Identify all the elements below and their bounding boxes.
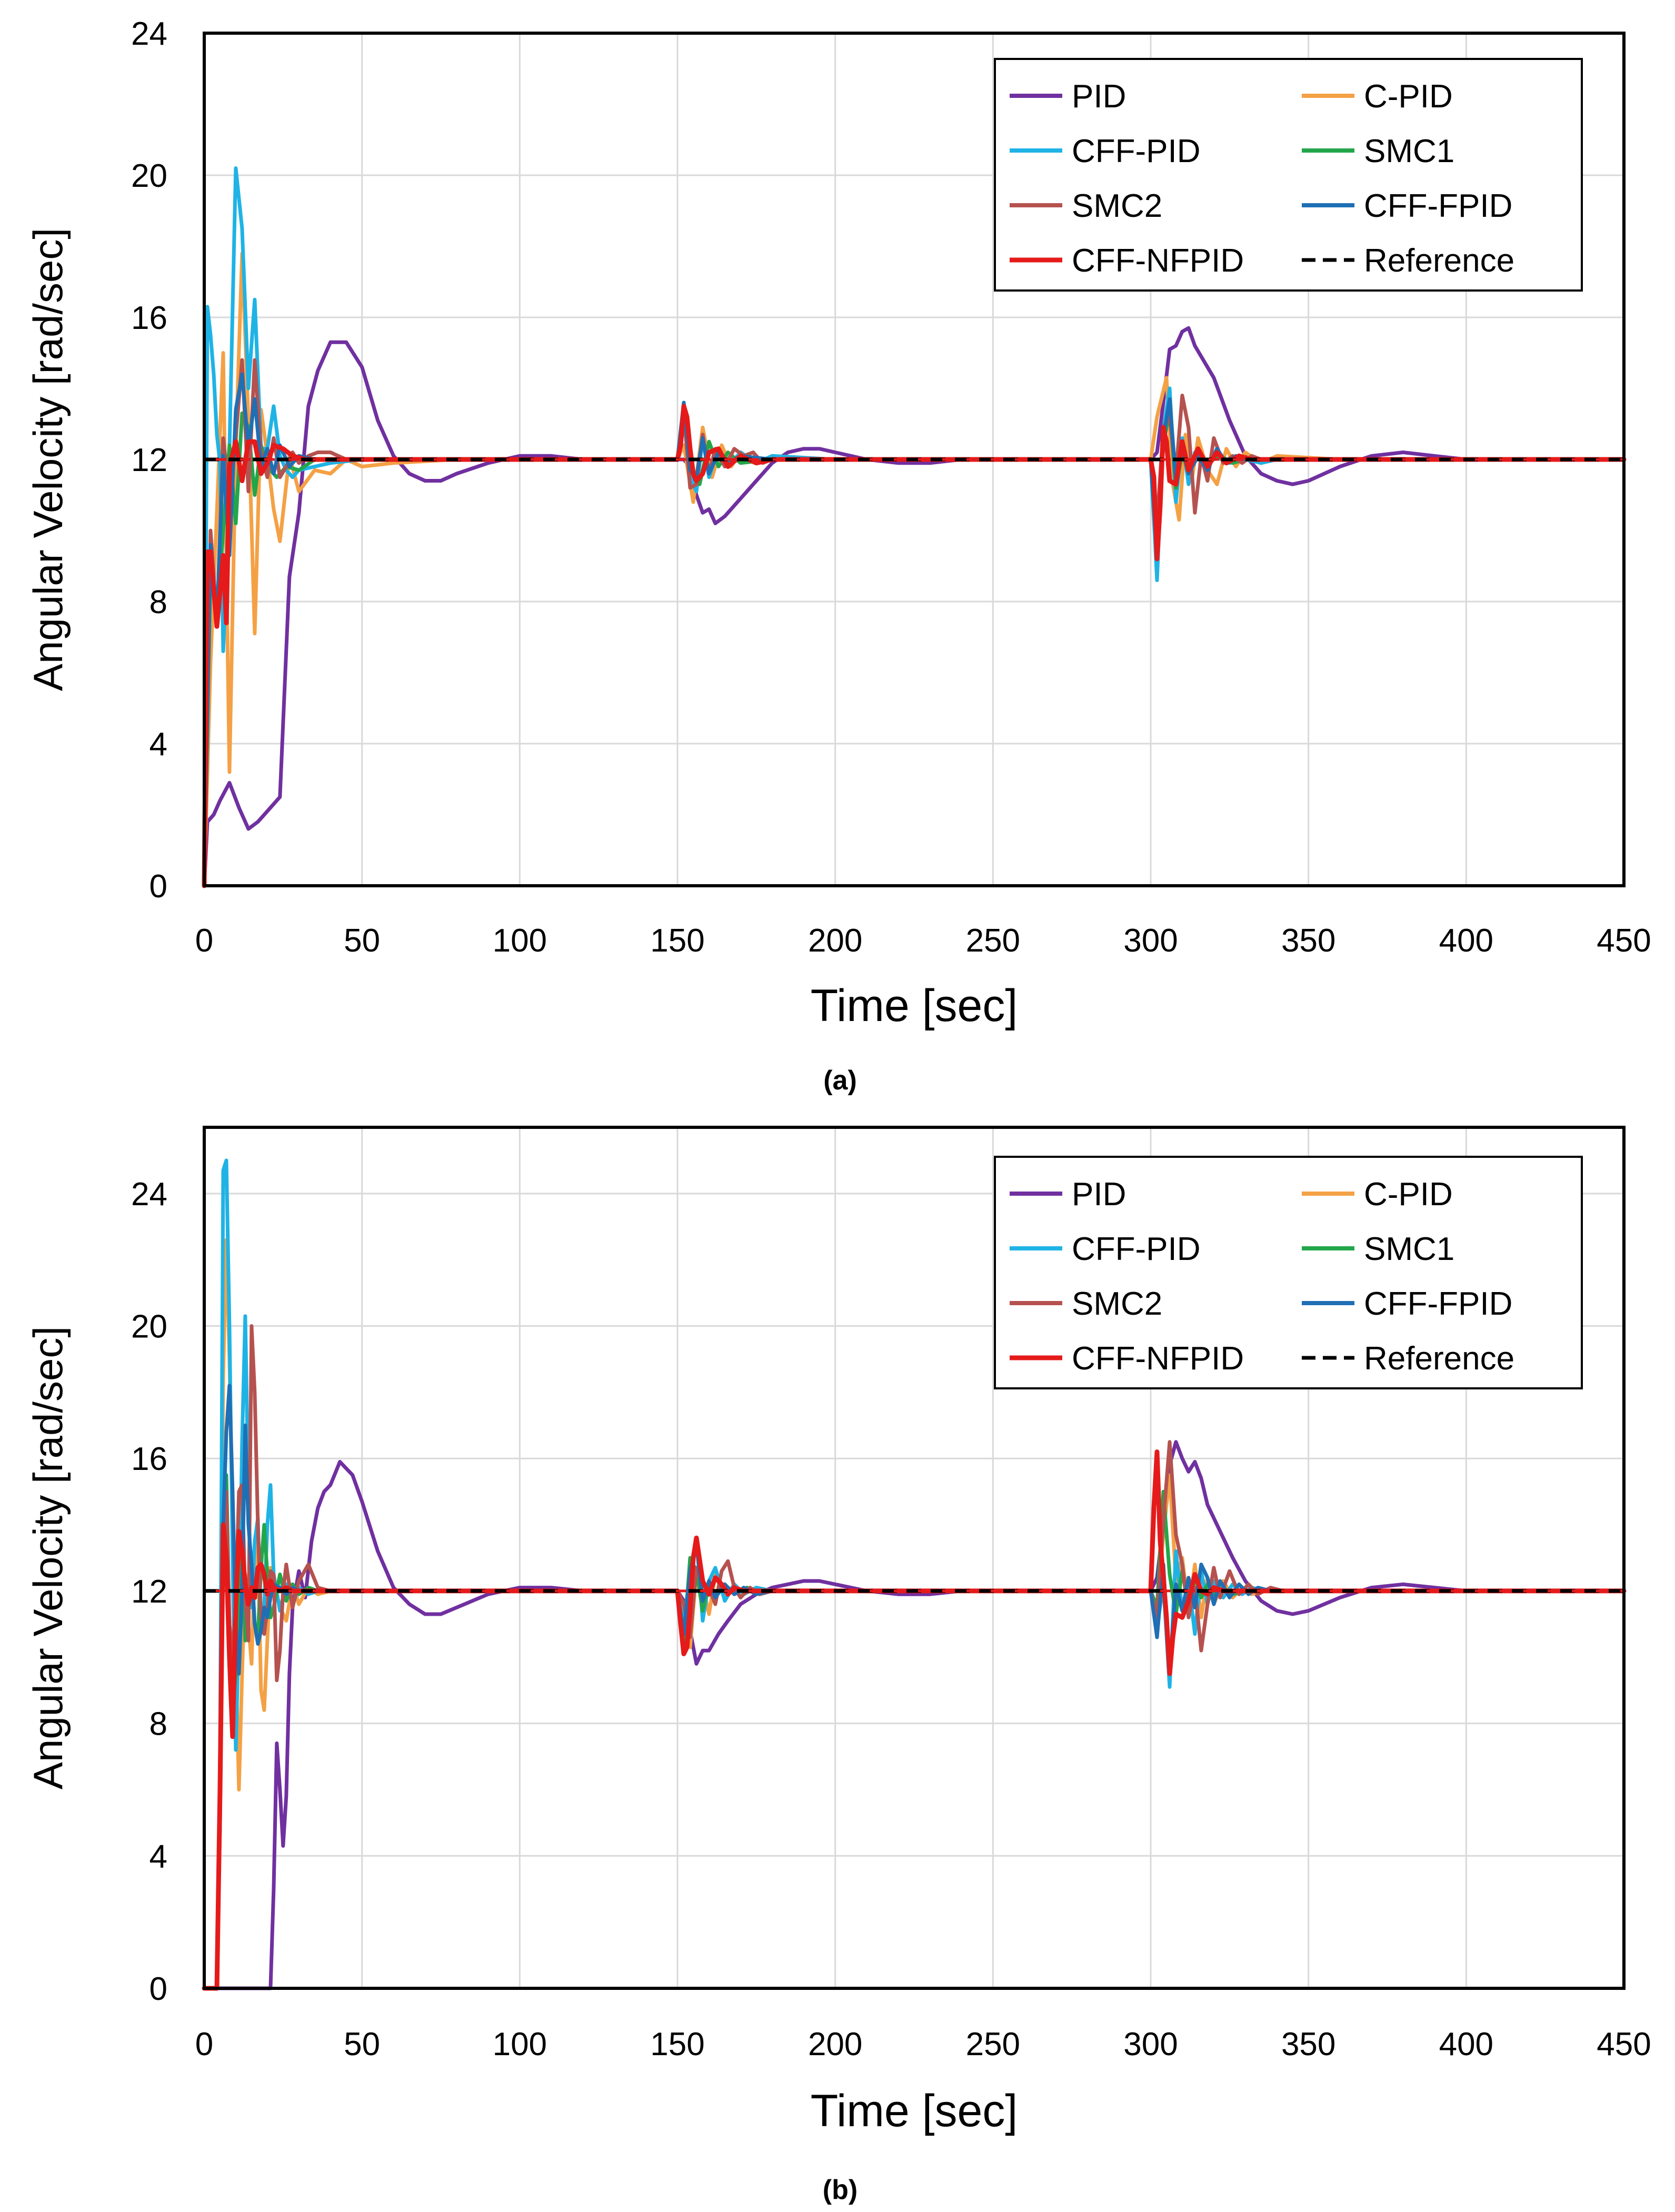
x-tick-label: 150 <box>650 923 704 959</box>
y-tick-label: 24 <box>131 16 167 52</box>
x-tick-label: 250 <box>966 923 1020 959</box>
y-tick-label: 20 <box>131 158 167 194</box>
x-tick-label: 0 <box>195 923 213 959</box>
legend: PID C-PID CFF-PID SMC1 SMC2 CFF-FPID CFF-NFPID… <box>994 1156 1583 1389</box>
x-tick-label: 300 <box>1123 923 1178 959</box>
series-line-smc2 <box>202 1324 1626 1990</box>
legend-label: CFF-NFPID <box>1072 243 1244 279</box>
legend-label: SMC1 <box>1364 1231 1454 1267</box>
chart-panel-b: 0 50 100 150 200 250 300 350 400 450 0 4 8 12 16 20 24 A… <box>0 1100 1675 2209</box>
x-tick-label: 0 <box>195 2026 213 2063</box>
legend-box <box>994 1156 1583 1389</box>
chart-svg-a: 0 50 100 150 200 250 300 350 400 450 0 4 8 12 16 20 24 A… <box>25 16 1651 1096</box>
y-axis-label: Angular Velocity [rad/sec] <box>25 1326 71 1789</box>
legend-label: PID <box>1072 78 1126 115</box>
x-tick-label: 100 <box>493 923 547 959</box>
legend-label: SMC2 <box>1072 188 1162 224</box>
x-tick-label: 350 <box>1281 923 1335 959</box>
plot-frame <box>203 1126 1626 1990</box>
legend-label: PID <box>1072 1176 1126 1213</box>
y-tick-label: 20 <box>131 1309 167 1345</box>
legend-label: CFF-FPID <box>1364 1286 1512 1322</box>
x-tick-label: 200 <box>808 2026 862 2063</box>
series-line-cff-nfpid <box>202 1449 1627 1991</box>
y-axis-label: Angular Velocity [rad/sec] <box>25 228 71 691</box>
legend: PID C-PID CFF-PID SMC1 SMC2 CFF-FPID CFF-NFPID… <box>994 58 1583 292</box>
series-line-smc1 <box>202 1473 1626 1990</box>
legend-label: C-PID <box>1364 1176 1453 1213</box>
legend-label: CFF-FPID <box>1364 188 1512 224</box>
x-tick-label: 200 <box>808 923 862 959</box>
x-tick-label: 250 <box>966 2026 1020 2063</box>
x-tick-label: 450 <box>1597 2026 1651 2063</box>
x-tick-label: 100 <box>493 2026 547 2063</box>
x-tick-label: 350 <box>1281 2026 1335 2063</box>
x-tick-label: 50 <box>344 2026 380 2063</box>
series-line-smc2 <box>202 358 1626 888</box>
legend-label: SMC1 <box>1364 133 1454 169</box>
series-line-c-pid <box>202 252 1626 888</box>
x-axis-label: Time [sec] <box>811 980 1018 1031</box>
y-tick-label: 24 <box>131 1176 167 1213</box>
y-tick-label: 16 <box>131 300 167 336</box>
x-tick-label: 450 <box>1597 923 1651 959</box>
x-axis-label: Time [sec] <box>811 2086 1018 2136</box>
legend-label: CFF-NFPID <box>1072 1340 1244 1377</box>
y-tick-label: 8 <box>149 1706 167 1743</box>
legend-label: CFF-PID <box>1072 1231 1201 1267</box>
chart-panel-a: 0 50 100 150 200 250 300 350 400 450 0 4 8 12 16 20 24 A… <box>0 0 1675 1100</box>
legend-box <box>994 58 1583 292</box>
y-tick-label: 16 <box>131 1441 167 1477</box>
series-line-pid <box>202 326 1626 888</box>
chart-svg-b: 0 50 100 150 200 250 300 350 400 450 0 4 8 12 16 20 24 A… <box>25 1126 1651 2205</box>
legend-label: Reference <box>1364 1340 1514 1377</box>
series-line-cff-fpid <box>202 1384 1626 1990</box>
x-tick-label: 400 <box>1439 2026 1493 2063</box>
x-tick-label: 400 <box>1439 923 1493 959</box>
x-tick-label: 50 <box>344 923 380 959</box>
panel-label-b: (b) <box>823 2175 858 2205</box>
series-line-cff-nfpid <box>202 404 1627 888</box>
legend-label: SMC2 <box>1072 1286 1162 1322</box>
y-tick-label: 12 <box>131 1574 167 1610</box>
panel-label-a: (a) <box>823 1065 857 1096</box>
legend-label: CFF-PID <box>1072 133 1201 169</box>
series-line-cff-fpid <box>202 372 1626 888</box>
plot-frame <box>203 32 1626 887</box>
x-tick-label: 150 <box>650 2026 704 2063</box>
y-tick-label: 0 <box>149 1971 167 2007</box>
legend-label: C-PID <box>1364 78 1453 115</box>
y-tick-label: 4 <box>149 1838 167 1875</box>
x-tick-label: 300 <box>1123 2026 1178 2063</box>
y-tick-label: 8 <box>149 584 167 620</box>
y-tick-label: 4 <box>149 726 167 763</box>
series-line-pid <box>202 1440 1626 1990</box>
y-tick-label: 0 <box>149 868 167 905</box>
y-tick-label: 12 <box>131 442 167 478</box>
legend-label: Reference <box>1364 243 1514 279</box>
